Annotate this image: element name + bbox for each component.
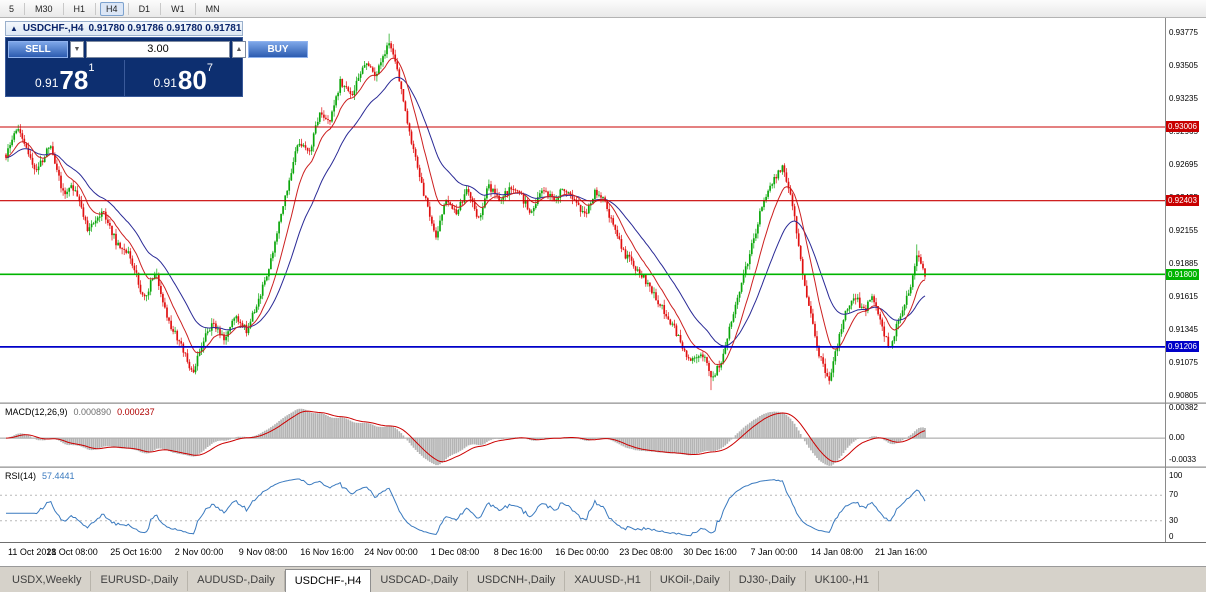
macd-panel[interactable]: [0, 404, 1165, 466]
time-axis-label: 9 Nov 08:00: [238, 547, 288, 557]
chart-tab-usdcnh-daily[interactable]: USDCNH-,Daily: [468, 571, 566, 591]
fast-ma-line: [5, 57, 926, 366]
price-axis-border: [1165, 18, 1166, 542]
time-axis-label: 1 Dec 08:00: [430, 547, 480, 557]
macd-axis-label: -0.0033: [1169, 455, 1197, 464]
price-axis-label: 0.93505: [1169, 61, 1198, 70]
time-axis-label: 24 Nov 00:00: [364, 547, 418, 557]
time-axis: 11 Oct 2021 18 Oct 08:00 25 Oct 16:00 2 Nov…: [0, 545, 1165, 563]
price-axis-label: 0.93775: [1169, 28, 1198, 37]
chart-tab-eurusd-daily[interactable]: EURUSD-,Daily: [91, 571, 189, 591]
sell-button[interactable]: SELL: [8, 40, 68, 58]
price-axis-label: 0.93235: [1169, 94, 1198, 103]
time-axis-label: 11 Oct 2021: [8, 547, 57, 557]
toolbar-separator: [160, 2, 162, 15]
volume-increase-button[interactable]: ▲: [232, 40, 246, 58]
rsi-panel[interactable]: [0, 468, 1165, 542]
time-axis-label: 30 Dec 16:00: [683, 547, 737, 557]
time-axis-label: 16 Dec 00:00: [555, 547, 609, 557]
price-axis-label: 0.92155: [1169, 226, 1198, 235]
toolbar-separator: [62, 2, 64, 15]
chart-tab-audusd-daily[interactable]: AUDUSD-,Daily: [188, 571, 285, 591]
rsi-axis-label: 70: [1169, 490, 1178, 499]
price-line-badge: 0.92403: [1166, 195, 1199, 206]
price-axis-label: 0.92695: [1169, 160, 1198, 169]
time-axis-label: 25 Oct 16:00: [110, 547, 162, 557]
chart-ohlc: 0.91780 0.91786 0.91780 0.91781: [88, 23, 242, 34]
price-line-badge: 0.93006: [1166, 121, 1199, 132]
rsi-axis-label: 30: [1169, 516, 1178, 525]
timeframe-button-d1[interactable]: D1: [138, 3, 151, 14]
price-axis-label: 0.91075: [1169, 358, 1198, 367]
macd-label: MACD(12,26,9) 0.000890 0.000237: [5, 407, 155, 417]
volume-input[interactable]: [86, 40, 230, 58]
price-divider: [123, 60, 125, 96]
timeframe-button-h4[interactable]: H4: [100, 1, 124, 16]
toolbar-separator: [95, 2, 97, 15]
price-axis-label: 0.91345: [1169, 325, 1198, 334]
timeframe-toolbar: 5 M30 H1 H4 D1 W1 MN: [0, 0, 1206, 18]
down-candle-bodies: [5, 43, 926, 381]
time-axis-border: [0, 542, 1206, 543]
timeframe-button-h1[interactable]: H1: [73, 3, 86, 14]
price-axis-label: 0.91885: [1169, 259, 1198, 268]
rsi-line: [6, 478, 926, 537]
buy-price[interactable]: 0.91 80 7: [153, 62, 213, 95]
macd-signal-line: [5, 410, 926, 463]
volume-decrease-button[interactable]: ▼: [70, 40, 84, 58]
time-axis-label: 2 Nov 00:00: [174, 547, 224, 557]
collapse-panel-icon[interactable]: ▲: [10, 23, 18, 33]
macd-histogram: [7, 408, 926, 466]
price-axis-label: 0.91615: [1169, 292, 1198, 301]
price-chart[interactable]: [0, 18, 1165, 402]
chart-title: USDCHF-,H4: [22, 23, 84, 34]
macd-axis-label: 0.00: [1169, 433, 1185, 442]
chart-tab-ukoil-daily[interactable]: UKOil-,Daily: [651, 571, 730, 591]
time-axis-label: 7 Jan 00:00: [750, 547, 798, 557]
rsi-axis-label: 100: [1169, 471, 1183, 480]
chart-tab-uk100-h1[interactable]: UK100-,H1: [806, 571, 880, 591]
time-axis-label: 23 Dec 08:00: [619, 547, 673, 557]
price-axis-label: 0.90805: [1169, 391, 1198, 400]
panel-separator[interactable]: [0, 402, 1206, 404]
timeframe-button-mn[interactable]: MN: [205, 3, 220, 14]
timeframe-button-m30[interactable]: M30: [35, 3, 53, 14]
time-axis-label: 14 Jan 08:00: [810, 547, 864, 557]
slow-ma-line: [5, 76, 926, 347]
rsi-label: RSI(14) 57.4441: [5, 471, 75, 481]
toolbar-separator: [24, 2, 26, 15]
timeframe-button-w1[interactable]: W1: [171, 3, 185, 14]
panel-separator[interactable]: [0, 466, 1206, 468]
time-axis-label: 21 Jan 16:00: [874, 547, 928, 557]
chart-tab-dj30-daily[interactable]: DJ30-,Daily: [730, 571, 806, 591]
chart-tab-xauusd-h1[interactable]: XAUUSD-,H1: [565, 571, 651, 591]
chart-tab-bar: USDX,Weekly EURUSD-,Daily AUDUSD-,Daily USD…: [0, 566, 1206, 592]
rsi-axis-label: 0: [1169, 532, 1174, 541]
macd-axis-label: 0.00382: [1169, 403, 1198, 412]
sell-price[interactable]: 0.91 78 1: [35, 62, 95, 95]
price-line-badge: 0.91800: [1166, 269, 1199, 280]
chart-tab-usdx-weekly[interactable]: USDX,Weekly: [3, 571, 92, 591]
price-line-badge: 0.91206: [1166, 341, 1199, 352]
buy-button[interactable]: BUY: [248, 40, 308, 58]
chart-tab-usdcad-daily[interactable]: USDCAD-,Daily: [371, 571, 468, 591]
toolbar-separator: [194, 2, 196, 15]
time-axis-label: 16 Nov 16:00: [300, 547, 354, 557]
chart-title-bar: ▲ USDCHF-,H4 0.91780 0.91786 0.91780 0.9…: [5, 21, 243, 36]
chart-tab-usdchf-h4[interactable]: USDCHF-,H4: [284, 569, 372, 592]
toolbar-separator: [127, 2, 129, 15]
chevron-down-icon: ▼: [73, 45, 81, 53]
timeframe-button-5[interactable]: 5: [9, 3, 15, 14]
chevron-up-icon: ▲: [235, 45, 243, 53]
time-axis-label: 8 Dec 16:00: [493, 547, 543, 557]
time-axis-label: 18 Oct 08:00: [46, 547, 98, 557]
